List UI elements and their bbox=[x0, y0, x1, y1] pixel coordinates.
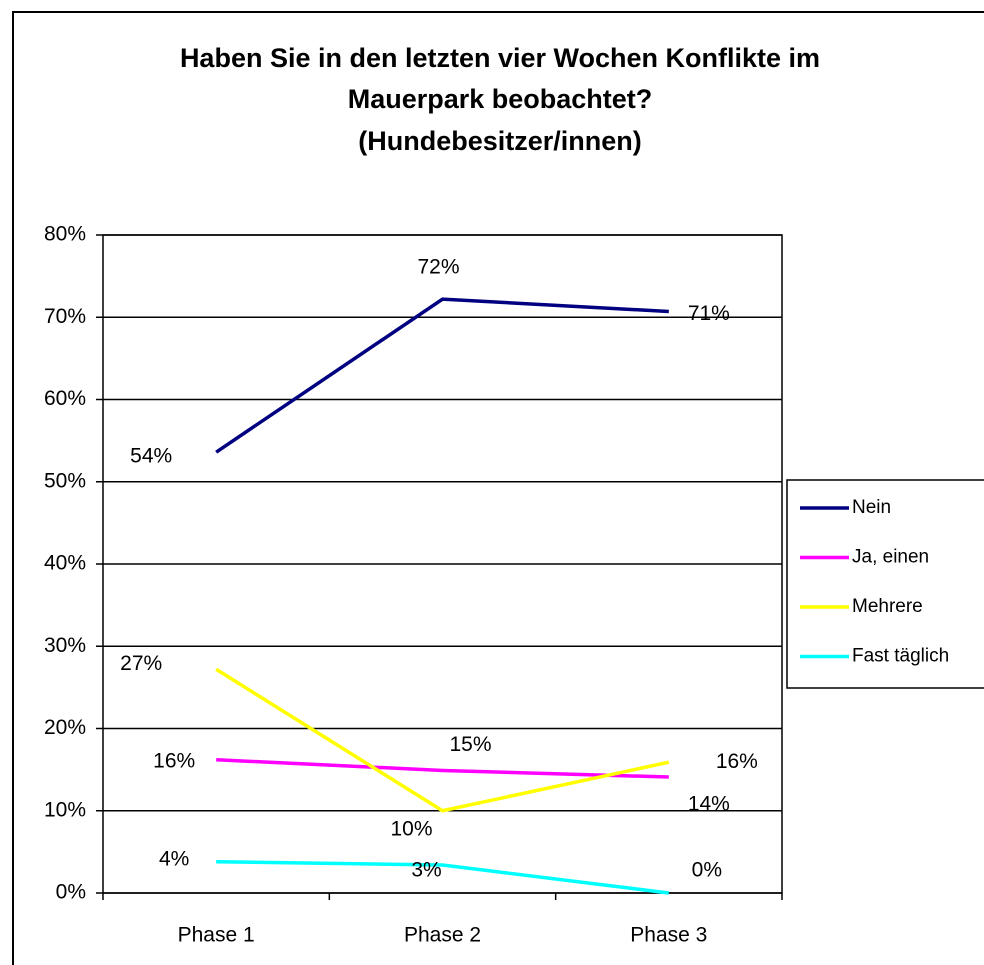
y-tick-label: 80% bbox=[44, 223, 86, 246]
y-tick-label: 40% bbox=[44, 552, 86, 575]
y-tick-label: 10% bbox=[44, 798, 86, 821]
data-label: 16% bbox=[716, 750, 758, 773]
y-tick-label: 60% bbox=[44, 387, 86, 410]
data-label: 4% bbox=[159, 847, 189, 870]
data-label: 10% bbox=[390, 817, 432, 840]
data-label: 54% bbox=[130, 445, 172, 468]
chart-title: (Hundebesitzer/innen) bbox=[358, 126, 642, 156]
y-tick-label: 30% bbox=[44, 634, 86, 657]
legend-box bbox=[786, 479, 984, 689]
y-tick-label: 20% bbox=[44, 716, 86, 739]
data-label: 14% bbox=[688, 793, 730, 816]
legend-label: Fast täglich bbox=[852, 646, 949, 667]
x-tick-label: Phase 1 bbox=[178, 924, 255, 947]
legend-label: Ja, einen bbox=[852, 547, 929, 568]
data-label: 15% bbox=[449, 733, 491, 756]
y-tick-label: 0% bbox=[56, 881, 86, 904]
x-tick-label: Phase 3 bbox=[630, 924, 707, 947]
data-label: 0% bbox=[692, 859, 722, 882]
data-label: 3% bbox=[411, 859, 441, 882]
legend-label: Nein bbox=[852, 497, 891, 518]
data-label: 72% bbox=[417, 256, 459, 279]
series-line bbox=[216, 758, 669, 779]
chart-title: Haben Sie in den letzten vier Wochen Kon… bbox=[180, 43, 820, 73]
y-tick-label: 50% bbox=[44, 469, 86, 492]
x-tick-label: Phase 2 bbox=[404, 924, 481, 947]
series-line bbox=[216, 859, 670, 895]
series-line bbox=[215, 667, 670, 813]
chart-title: Mauerpark beobachtet? bbox=[348, 84, 653, 114]
data-label: 27% bbox=[120, 652, 162, 675]
series-line bbox=[215, 297, 669, 454]
data-label: 71% bbox=[688, 302, 730, 325]
data-label: 16% bbox=[153, 749, 195, 772]
legend-label: Mehrere bbox=[852, 596, 923, 617]
y-tick-label: 70% bbox=[44, 305, 86, 328]
